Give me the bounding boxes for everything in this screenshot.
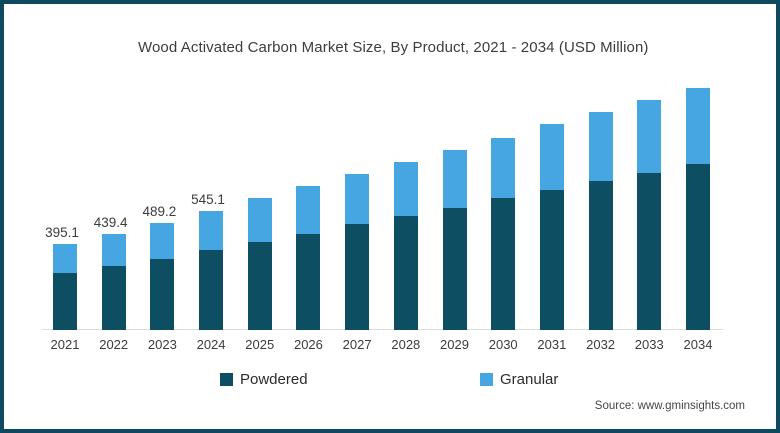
bar-value-label-2022: 439.4 bbox=[93, 215, 128, 231]
bar-segment-powdered-2021 bbox=[53, 272, 77, 330]
bar-segment-powdered-2031 bbox=[539, 189, 564, 330]
bar-segment-granular-2028 bbox=[393, 162, 418, 217]
bar-2030 bbox=[491, 137, 516, 330]
bar-segment-powdered-2023 bbox=[150, 258, 175, 330]
bar-2026 bbox=[296, 186, 321, 330]
x-axis-label-2024: 2024 bbox=[196, 337, 226, 352]
bar-segment-granular-2027 bbox=[345, 173, 370, 224]
bar-segment-powdered-2028 bbox=[393, 216, 418, 330]
x-axis-label-2031: 2031 bbox=[537, 337, 567, 352]
bar-2025 bbox=[247, 198, 272, 330]
legend-item-granular: Granular bbox=[480, 371, 558, 388]
x-axis-label-2028: 2028 bbox=[391, 337, 421, 352]
bar-segment-granular-2025 bbox=[247, 198, 272, 243]
bar-value-label-2024: 545.1 bbox=[191, 192, 225, 208]
legend-swatch-granular bbox=[480, 373, 493, 386]
bar-segment-powdered-2027 bbox=[345, 223, 370, 330]
x-axis-label-2029: 2029 bbox=[440, 337, 469, 352]
bar-segment-granular-2026 bbox=[296, 186, 321, 234]
bar-2029 bbox=[442, 149, 467, 330]
bar-value-label-2021: 395.1 bbox=[45, 224, 79, 240]
x-axis-label-2033: 2033 bbox=[634, 337, 664, 352]
chart-title: Wood Activated Carbon Market Size, By Pr… bbox=[138, 39, 649, 56]
x-axis-label-2030: 2030 bbox=[488, 337, 518, 352]
legend-swatch-powdered bbox=[220, 373, 233, 386]
x-axis-label-2022: 2022 bbox=[99, 337, 129, 352]
source-attribution: Source: www.gminsights.com bbox=[594, 400, 745, 412]
bar-segment-granular-2029 bbox=[442, 149, 467, 208]
bar-2031 bbox=[539, 123, 564, 330]
bar-segment-powdered-2032 bbox=[588, 181, 613, 330]
x-axis-label-2025: 2025 bbox=[245, 337, 275, 352]
legend-item-powdered: Powdered bbox=[220, 371, 308, 388]
bar-segment-granular-2034 bbox=[685, 87, 710, 164]
bar-segment-powdered-2030 bbox=[491, 197, 516, 330]
bar-value-label-2023: 489.2 bbox=[142, 204, 177, 220]
bar-segment-powdered-2029 bbox=[442, 207, 467, 330]
bar-segment-powdered-2034 bbox=[685, 163, 710, 330]
legend-label-granular: Granular bbox=[500, 371, 559, 388]
bar-segment-powdered-2025 bbox=[247, 242, 272, 330]
bar-2021 bbox=[53, 243, 77, 330]
bar-2027 bbox=[345, 173, 370, 330]
bar-segment-powdered-2026 bbox=[296, 233, 321, 330]
bar-2032 bbox=[588, 112, 613, 330]
x-axis-label-2027: 2027 bbox=[342, 337, 372, 352]
x-axis-label-2021: 2021 bbox=[50, 337, 80, 352]
bar-segment-granular-2032 bbox=[588, 112, 613, 182]
x-axis-label-2026: 2026 bbox=[293, 337, 323, 352]
bar-segment-granular-2021 bbox=[53, 243, 77, 273]
bar-2024 bbox=[199, 211, 224, 330]
bar-segment-granular-2023 bbox=[150, 223, 175, 259]
bar-2034 bbox=[685, 87, 710, 330]
bar-segment-granular-2024 bbox=[199, 211, 224, 250]
x-axis-label-2023: 2023 bbox=[147, 337, 177, 352]
bar-2022 bbox=[101, 234, 126, 330]
bar-segment-granular-2031 bbox=[539, 123, 564, 190]
bar-2023 bbox=[150, 223, 175, 330]
x-axis-label-2034: 2034 bbox=[683, 337, 713, 352]
bar-segment-powdered-2024 bbox=[199, 249, 224, 330]
x-axis-line bbox=[42, 329, 723, 330]
bar-segment-powdered-2022 bbox=[101, 265, 126, 330]
bar-segment-granular-2022 bbox=[101, 234, 126, 266]
legend-label-powdered: Powdered bbox=[240, 371, 308, 388]
bar-segment-granular-2033 bbox=[637, 99, 662, 174]
bar-segment-powdered-2033 bbox=[637, 173, 662, 330]
x-axis-label-2032: 2032 bbox=[586, 337, 616, 352]
bar-segment-granular-2030 bbox=[491, 137, 516, 198]
bar-2028 bbox=[393, 162, 418, 330]
bar-2033 bbox=[637, 99, 662, 330]
